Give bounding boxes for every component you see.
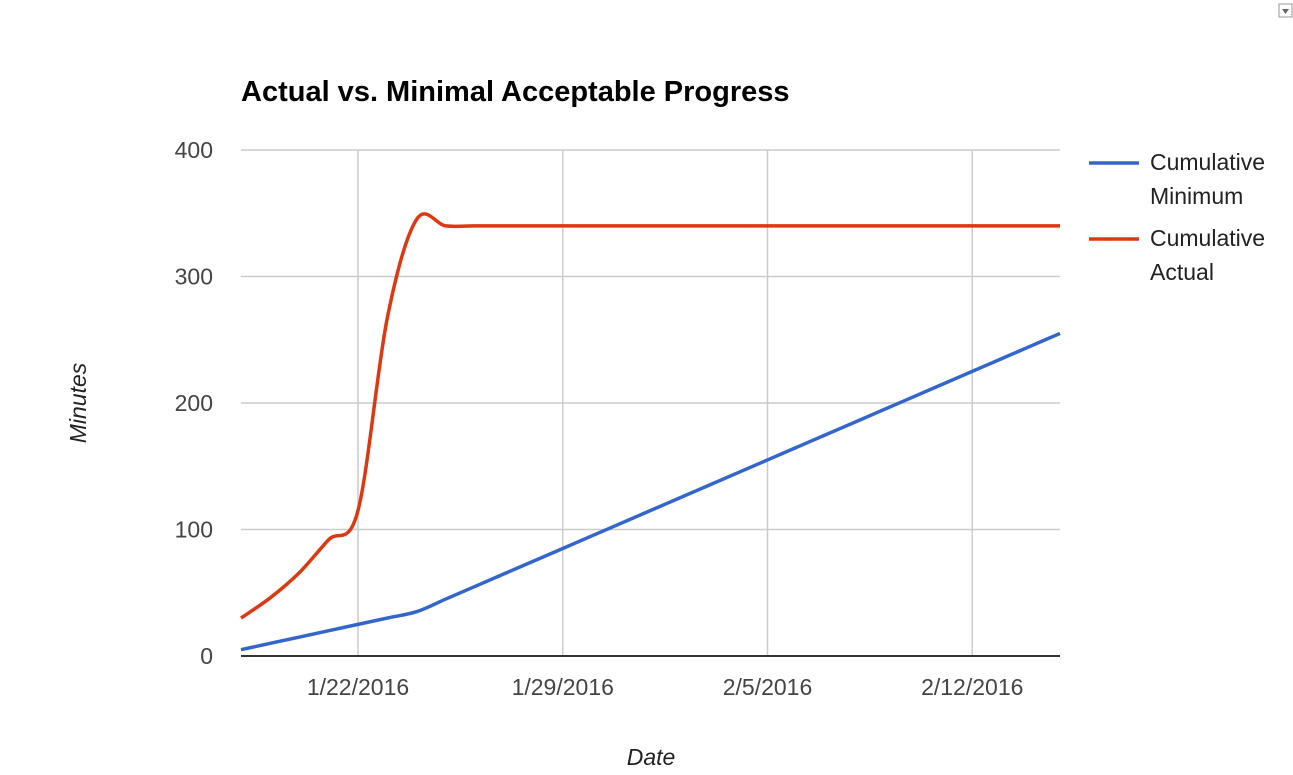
x-tick-label: 2/5/2016 <box>723 674 813 700</box>
legend-label: Cumulative Actual <box>1150 225 1266 285</box>
chart-title: Actual vs. Minimal Acceptable Progress <box>241 76 790 108</box>
x-tick-label: 1/22/2016 <box>307 674 409 700</box>
menu-arrow <box>1282 9 1289 14</box>
series-line <box>240 212 1061 620</box>
series-line <box>240 331 1061 652</box>
x-tick-label: 2/12/2016 <box>921 674 1023 700</box>
y-tick-label: 200 <box>175 390 213 416</box>
y-tick-label: 0 <box>200 643 213 669</box>
x-axis-title: Date <box>627 744 676 770</box>
y-axis-title: Minutes <box>65 362 91 443</box>
x-tick-label: 1/29/2016 <box>512 674 614 700</box>
y-tick-label: 400 <box>175 137 213 163</box>
y-tick-label: 300 <box>175 264 213 290</box>
y-tick-label: 100 <box>175 517 213 543</box>
grid <box>241 149 1060 656</box>
legend-label: Cumulative Minimum <box>1150 149 1266 209</box>
